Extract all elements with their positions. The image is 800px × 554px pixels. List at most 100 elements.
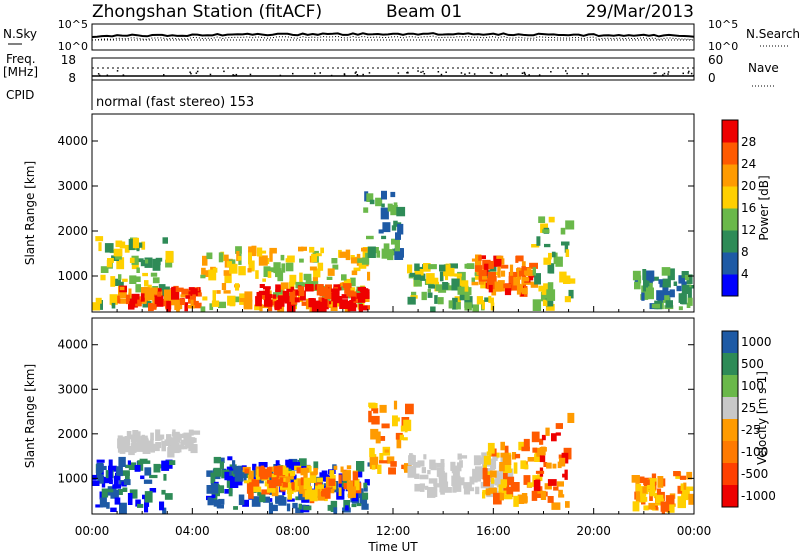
power-cell bbox=[280, 282, 289, 290]
velocity-cell bbox=[399, 434, 404, 441]
power-cell bbox=[454, 296, 461, 303]
velocity-cell bbox=[451, 469, 457, 474]
power-cell bbox=[662, 278, 671, 288]
power-cell bbox=[188, 291, 197, 295]
freq-dot bbox=[319, 72, 321, 74]
velocity-cell bbox=[533, 480, 541, 492]
velocity-cell bbox=[369, 447, 375, 458]
power-cell bbox=[115, 240, 123, 248]
power-cell bbox=[356, 292, 366, 303]
velocity-colorbar-tick: -1000 bbox=[741, 489, 776, 503]
power-cell bbox=[284, 295, 292, 304]
freq-tick-top: 18 bbox=[61, 53, 76, 67]
power-cell bbox=[528, 276, 534, 281]
power-cell bbox=[237, 256, 242, 261]
velocity-cell bbox=[680, 483, 684, 491]
power-cell bbox=[151, 288, 160, 294]
power-cell bbox=[358, 304, 363, 312]
power-cell bbox=[190, 299, 194, 306]
power-cell bbox=[393, 202, 398, 210]
velocity-cell bbox=[119, 502, 127, 514]
velocity-cell bbox=[327, 504, 332, 511]
velocity-cell bbox=[373, 408, 379, 414]
power-cell bbox=[390, 191, 396, 198]
power-cell bbox=[272, 295, 277, 306]
noise-sky-series bbox=[91, 32, 695, 38]
power-cell bbox=[263, 299, 273, 307]
velocity-cell bbox=[242, 499, 249, 507]
freq-dot bbox=[232, 74, 234, 76]
power-cell bbox=[136, 245, 140, 252]
velocity-cell bbox=[96, 462, 104, 473]
velocity-cell bbox=[92, 480, 100, 486]
power-cell bbox=[277, 295, 285, 307]
power-cell bbox=[479, 255, 486, 260]
freq-dot bbox=[279, 74, 282, 77]
y-tick-label: 2000 bbox=[57, 427, 88, 441]
power-cell bbox=[112, 299, 116, 304]
velocity-cell bbox=[379, 453, 384, 462]
velocity-cell bbox=[251, 479, 260, 491]
power-cell bbox=[152, 258, 161, 271]
power-cell bbox=[396, 206, 406, 217]
velocity-cell bbox=[122, 487, 128, 492]
velocity-cell bbox=[123, 437, 130, 449]
power-cell bbox=[471, 277, 475, 285]
power-cell bbox=[532, 267, 536, 276]
power-cell bbox=[286, 300, 296, 312]
velocity-cell bbox=[558, 454, 563, 459]
velocity-cell bbox=[403, 419, 412, 432]
power-cell bbox=[275, 284, 281, 293]
power-colorbar-swatch bbox=[722, 252, 738, 275]
velocity-cell bbox=[555, 432, 561, 436]
freq-dot bbox=[195, 72, 198, 74]
velocity-cell bbox=[338, 487, 342, 496]
velocity-cell bbox=[677, 496, 686, 509]
freq-dot bbox=[292, 72, 294, 75]
power-cell bbox=[459, 291, 468, 301]
power-cell bbox=[106, 260, 113, 268]
power-cell bbox=[541, 289, 546, 295]
velocity-cell bbox=[338, 479, 345, 492]
power-cell bbox=[538, 285, 545, 292]
velocity-cell bbox=[150, 445, 155, 453]
power-cell bbox=[227, 295, 236, 306]
power-cell bbox=[516, 268, 524, 272]
velocity-cell bbox=[362, 492, 369, 500]
freq-dot bbox=[343, 73, 346, 76]
velocity-cell bbox=[532, 447, 538, 453]
power-cell bbox=[347, 300, 357, 312]
power-cell bbox=[678, 275, 685, 284]
power-cell bbox=[687, 297, 693, 306]
velocity-cell bbox=[109, 479, 113, 484]
velocity-cell bbox=[673, 471, 681, 477]
velocity-cell bbox=[180, 441, 185, 445]
velocity-cell bbox=[379, 460, 388, 464]
velocity-cell bbox=[433, 483, 438, 491]
nave-tick-top: 60 bbox=[708, 53, 723, 67]
velocity-cell bbox=[379, 404, 387, 413]
power-cell bbox=[521, 266, 526, 276]
velocity-cell bbox=[257, 489, 261, 496]
velocity-cell bbox=[371, 464, 376, 470]
velocity-cell bbox=[143, 479, 153, 484]
velocity-cell bbox=[539, 438, 544, 445]
power-cell bbox=[513, 277, 520, 286]
y-tick-label: 3000 bbox=[57, 382, 88, 396]
power-cell bbox=[427, 288, 431, 293]
power-cell bbox=[427, 292, 433, 298]
power-cell bbox=[365, 252, 370, 258]
power-cell bbox=[486, 278, 495, 290]
velocity-colorbar-swatch bbox=[722, 331, 738, 354]
freq-dot bbox=[368, 72, 371, 74]
velocity-cell bbox=[500, 479, 508, 489]
power-cell bbox=[364, 191, 369, 202]
power-cell bbox=[92, 302, 101, 311]
velocity-cell bbox=[417, 460, 425, 467]
velocity-cell bbox=[112, 484, 122, 489]
power-cell bbox=[299, 272, 303, 284]
power-cell bbox=[303, 273, 312, 281]
power-cell bbox=[565, 249, 570, 257]
velocity-cell bbox=[236, 479, 243, 486]
power-cell bbox=[95, 236, 104, 242]
